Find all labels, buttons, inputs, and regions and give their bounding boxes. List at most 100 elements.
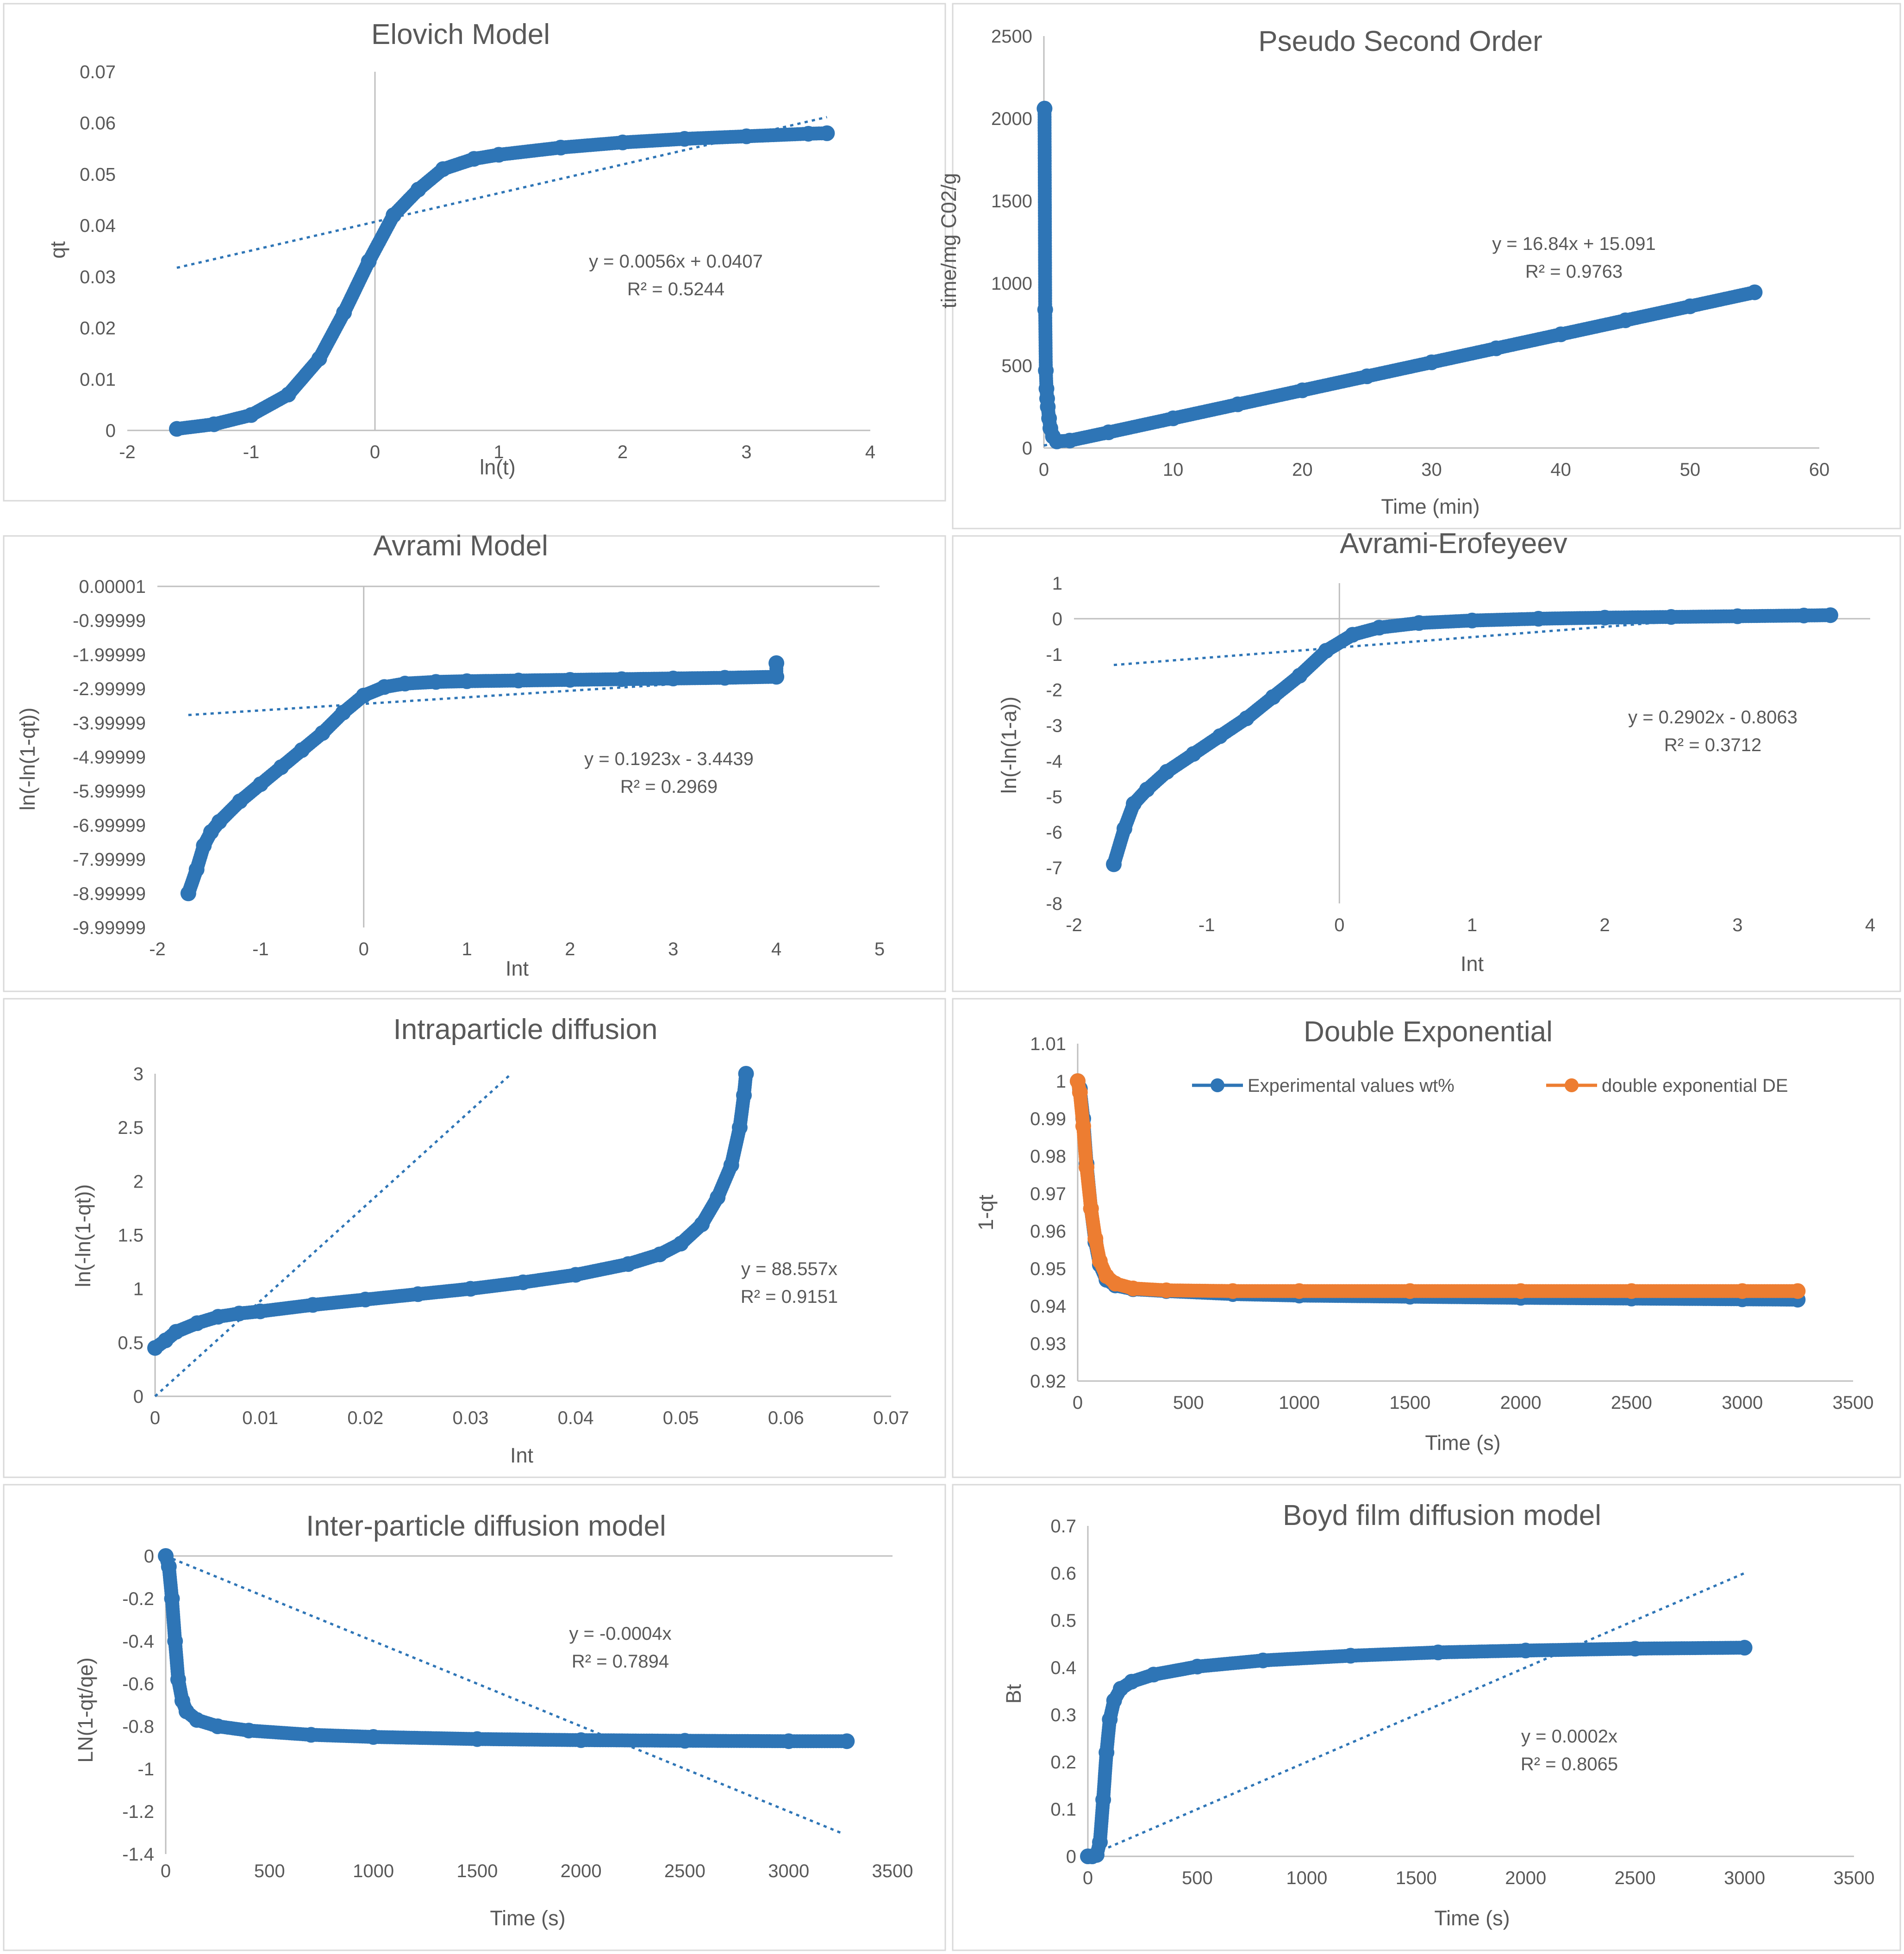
data-point — [1106, 1693, 1122, 1709]
data-point — [1083, 1201, 1099, 1217]
y-tick-label: -0.4 — [122, 1631, 154, 1652]
y-tick-label: 0.04 — [80, 216, 116, 236]
data-point — [768, 655, 785, 671]
series-ln-1-qt-qe- — [158, 1548, 855, 1749]
data-point — [459, 673, 475, 689]
y-tick-label: 2.5 — [118, 1118, 144, 1138]
x-tick-label: 500 — [1182, 1868, 1213, 1888]
legend: Experimental values wt% double exponentia… — [1192, 1076, 1788, 1096]
data-point — [1212, 728, 1228, 744]
x-tick-label: 0 — [1039, 460, 1049, 480]
y-tick-label: 1 — [1052, 573, 1062, 594]
x-tick-label: 2 — [565, 939, 575, 959]
y-tick-label: -2 — [1046, 680, 1062, 701]
legend-label: Experimental values wt% — [1248, 1076, 1455, 1096]
x-tick-label: 50 — [1680, 460, 1701, 480]
data-point — [1747, 284, 1763, 300]
x-tick-label: 2000 — [1505, 1868, 1546, 1888]
x-axis-label: Time (s) — [1425, 1431, 1500, 1455]
y-tick-label: 2000 — [991, 109, 1032, 129]
legend-swatch-marker — [1211, 1078, 1224, 1092]
data-point — [1165, 410, 1181, 426]
data-point — [676, 131, 693, 147]
data-point — [196, 838, 212, 854]
y-tick-label: 1 — [133, 1279, 144, 1300]
data-point — [189, 1712, 205, 1728]
y-tick-label: 0.00001 — [79, 577, 146, 597]
trendline-r-squared: R² = 0.9763 — [1525, 261, 1623, 282]
chart-title: Inter-particle diffusion model — [306, 1510, 666, 1542]
data-point — [1734, 1283, 1750, 1299]
chart-avrami-erofeyeev: Avrami-Erofeyeev -2 -1 0 1 2 3 4 1 0 -1 -2 -3 -4 -5 -6 -… — [952, 528, 1901, 992]
data-point — [243, 407, 259, 423]
data-point — [1318, 643, 1334, 659]
data-point — [206, 416, 222, 432]
data-point — [738, 1066, 754, 1082]
data-point — [1087, 1231, 1104, 1247]
chart-title: Boyd film diffusion model — [1283, 1500, 1601, 1531]
data-point — [1292, 667, 1308, 684]
trendline-equation: y = 88.557x — [741, 1259, 837, 1279]
data-point — [652, 1246, 668, 1263]
y-tick-label: -8.99999 — [73, 884, 146, 904]
data-point — [365, 1729, 381, 1745]
x-tick-label: 5 — [874, 939, 885, 959]
data-point — [1186, 746, 1201, 762]
data-point — [189, 1315, 205, 1332]
x-tick-label: 2 — [1600, 915, 1610, 935]
y-tick-label: 0.05 — [80, 164, 116, 185]
y-tick-label: -7 — [1046, 858, 1062, 878]
x-tick-label: 1 — [462, 939, 472, 959]
y-tick-label: -3.99999 — [73, 713, 146, 734]
x-tick-label: 3500 — [1833, 1393, 1874, 1413]
chart-title: Elovich Model — [371, 19, 550, 50]
data-point — [768, 669, 785, 685]
trendline — [1087, 1572, 1745, 1858]
x-tick-label: 1000 — [1279, 1393, 1320, 1413]
chart-avrami-model: Avrami Model -2 -1 0 1 2 3 4 5 0.00001 -0.99999 -1.… — [3, 530, 946, 992]
data-point — [303, 1727, 319, 1743]
y-tick-label: 0.97 — [1030, 1184, 1066, 1204]
series-qt — [169, 125, 835, 437]
data-point — [710, 1189, 726, 1206]
data-point — [336, 305, 352, 321]
x-tick-label: 1 — [1467, 915, 1477, 935]
x-tick-label: 0.06 — [768, 1408, 804, 1428]
data-point — [280, 386, 296, 403]
data-point — [1729, 608, 1746, 624]
y-tick-label: 2 — [133, 1171, 144, 1192]
chart-elovich-model: Elovich Model -2 -1 0 1 2 3 4 0 0.01 0.02 0.03 0.04 0… — [3, 3, 946, 502]
y-tick-label: -6 — [1046, 822, 1062, 843]
data-point — [1189, 1658, 1205, 1674]
data-point — [1092, 1834, 1108, 1850]
data-point — [738, 128, 755, 144]
y-tick-label: 0.96 — [1030, 1221, 1066, 1242]
chart-frame — [3, 1484, 946, 1951]
x-tick-label: 0.03 — [452, 1408, 488, 1428]
x-tick-label: 0 — [1073, 1393, 1083, 1413]
data-point — [252, 1303, 268, 1319]
x-tick-label: 4 — [865, 442, 875, 462]
data-point — [252, 776, 268, 792]
y-tick-label: -0.2 — [122, 1589, 154, 1609]
x-tick-label: 2500 — [1615, 1868, 1656, 1888]
chart-frame — [3, 3, 946, 502]
data-point — [311, 351, 327, 367]
x-tick-label: 60 — [1809, 460, 1830, 480]
data-point — [1617, 312, 1634, 329]
chart-double-exponential: Double Exponential 0 500 1000 1500 2000 2500 30… — [952, 998, 1901, 1478]
series-ln-ln-1-qt- — [147, 1066, 754, 1356]
y-tick-label: 0.03 — [80, 267, 116, 287]
data-point — [435, 161, 451, 177]
series-ln-ln-1-qt- — [180, 655, 785, 902]
data-point — [1255, 1652, 1271, 1668]
x-tick-label: 4 — [771, 939, 781, 959]
y-axis-label: time/mg C02/g — [937, 173, 961, 309]
data-point — [1736, 1640, 1753, 1656]
data-point — [1225, 1283, 1241, 1299]
y-tick-label: 0.3 — [1050, 1705, 1076, 1725]
y-axis-label: 1-qt — [974, 1195, 998, 1231]
trendline-equation: y = 16.84x + 15.091 — [1492, 234, 1656, 254]
data-point — [356, 687, 372, 703]
